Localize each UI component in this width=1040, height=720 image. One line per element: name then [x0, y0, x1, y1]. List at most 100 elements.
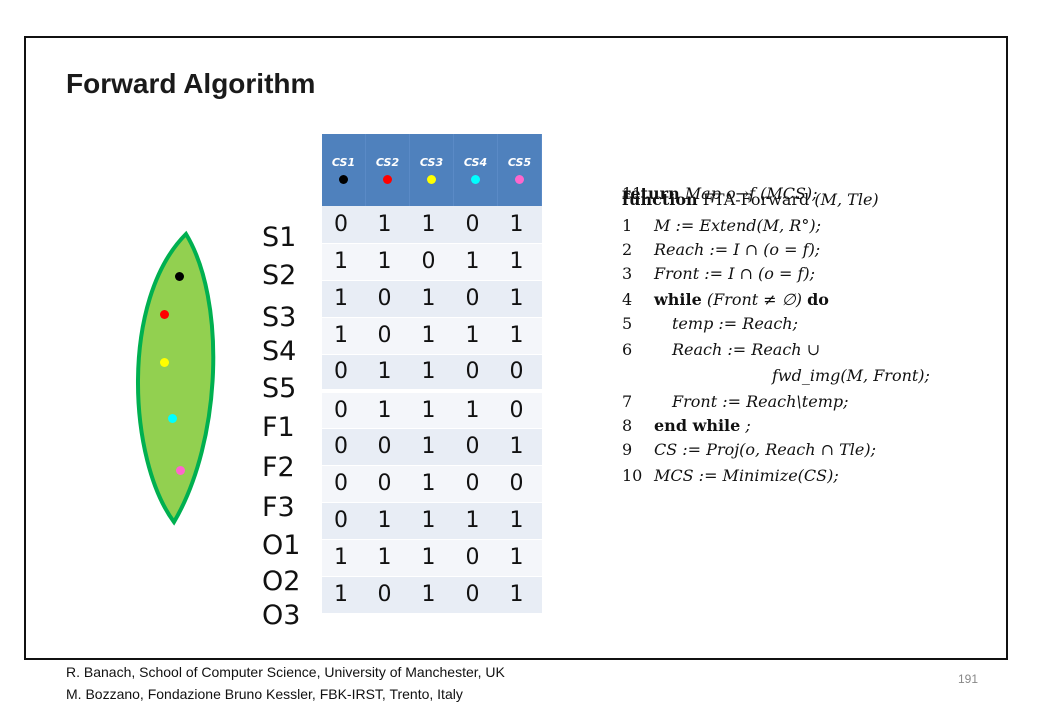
line-number: 3: [622, 264, 633, 283]
state-label: S3: [262, 302, 297, 333]
column-header: CS5: [497, 134, 542, 206]
table-cell: 1: [409, 428, 454, 466]
table-cell: 1: [409, 206, 454, 244]
column-header: CS2: [365, 134, 410, 206]
table-cell: 0: [497, 391, 542, 429]
table-cell: 1: [409, 576, 454, 614]
table-cell: 0: [453, 576, 498, 614]
table-cell: 1: [322, 317, 366, 355]
state-label: S2: [262, 260, 297, 291]
table-cell: 0: [322, 391, 366, 429]
statement: Reach := I ∩ (o = f);: [654, 240, 821, 259]
keyword: return: [622, 184, 680, 203]
column-header: CS1: [322, 134, 366, 206]
table-cell: 1: [409, 391, 454, 429]
statement: M := Extend(M, R°);: [654, 216, 821, 235]
line-number: 2: [622, 240, 633, 259]
table-cell: 0: [322, 465, 366, 503]
table-cell: 1: [322, 280, 366, 318]
state-dot: [160, 358, 169, 367]
statement: Map o→f (MCS);: [684, 184, 818, 203]
table-cell: 1: [322, 243, 366, 281]
state-label: S4: [262, 336, 297, 367]
table-cell: 1: [409, 502, 454, 540]
statement: (Front ≠ ∅): [706, 290, 802, 309]
line-number: 4: [622, 290, 633, 309]
table-cell: 1: [365, 354, 410, 393]
state-dot: [160, 310, 169, 319]
column-dot: [515, 175, 524, 184]
table-cell: 0: [497, 354, 542, 393]
table-cell: 0: [322, 206, 366, 244]
table-cell: 1: [497, 206, 542, 244]
line-number: 9: [622, 440, 633, 459]
keyword: end while: [654, 416, 741, 435]
column-label: CS3: [419, 156, 444, 169]
table-cell: 1: [365, 391, 410, 429]
column-dot: [383, 175, 392, 184]
statement: ;: [745, 416, 751, 435]
line-number: 11: [622, 184, 643, 203]
statement: Front := I ∩ (o = f);: [654, 264, 815, 283]
line-number: 5: [622, 314, 633, 333]
table-header-row: CS1 CS2 CS3 CS4 CS5: [322, 134, 542, 206]
table-cell: 1: [453, 502, 498, 540]
table-cell: 1: [497, 539, 542, 577]
statement: CS := Proj(o, Reach ∩ Tle);: [654, 440, 877, 459]
table-cell: 0: [453, 539, 498, 577]
table-cell: 0: [365, 465, 410, 503]
line-number: 1: [622, 216, 633, 235]
table-cell: 1: [497, 428, 542, 466]
page-number: 191: [958, 672, 979, 686]
footer-line-2: M. Bozzano, Fondazione Bruno Kessler, FB…: [66, 686, 463, 702]
table-cell: 1: [497, 502, 542, 540]
table-cell: 1: [322, 539, 366, 577]
column-dot: [471, 175, 480, 184]
algorithm-header: function FTA-Forward (M, Tle): [622, 190, 879, 209]
table-cell: 1: [409, 465, 454, 503]
slide-title: Forward Algorithm: [66, 68, 316, 99]
state-label: S5: [262, 373, 297, 404]
table-cell: 1: [365, 539, 410, 577]
state-label: O2: [262, 566, 301, 597]
column-header: CS4: [453, 134, 498, 206]
leaf-diagram: [136, 230, 216, 526]
column-label: CS5: [507, 156, 532, 169]
table-cell: 1: [365, 502, 410, 540]
function-args: (M, Tle): [814, 190, 879, 209]
table-cell: 1: [322, 576, 366, 614]
table-cell: 0: [453, 465, 498, 503]
table-cell: 0: [497, 465, 542, 503]
table-cell: 0: [453, 354, 498, 393]
table-cell: 0: [322, 354, 366, 393]
table-cell: 1: [409, 539, 454, 577]
table-cell: 0: [322, 502, 366, 540]
column-dot: [427, 175, 436, 184]
table-cell: 0: [409, 243, 454, 281]
leaf-shape: [136, 230, 216, 526]
table-cell: 1: [365, 243, 410, 281]
function-name: FTA-Forward: [702, 190, 810, 209]
statement: fwd_img(M, Front);: [772, 366, 930, 385]
column-label: CS2: [375, 156, 400, 169]
state-dot: [168, 414, 177, 423]
table-cell: 0: [365, 280, 410, 318]
table-cell: 1: [497, 243, 542, 281]
table-cell: 1: [365, 206, 410, 244]
state-label: S1: [262, 222, 297, 253]
table-cell: 0: [453, 206, 498, 244]
state-label: F2: [262, 452, 295, 483]
table-cell: 0: [365, 428, 410, 466]
table-cell: 1: [409, 317, 454, 355]
state-label: F3: [262, 492, 295, 523]
state-label: O3: [262, 600, 301, 631]
table-cell: 1: [497, 576, 542, 614]
